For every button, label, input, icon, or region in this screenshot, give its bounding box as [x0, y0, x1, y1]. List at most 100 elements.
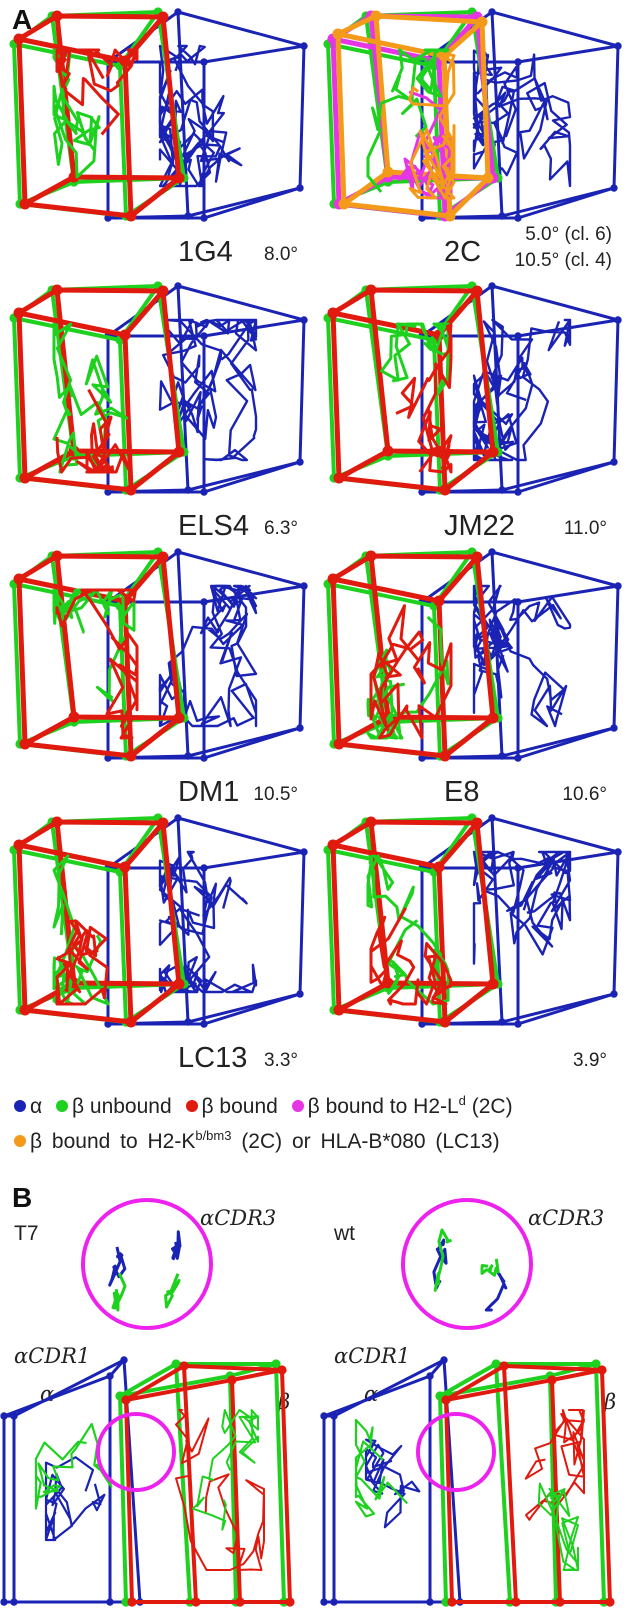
beta-backbone-trace — [55, 388, 132, 474]
alpha-domain-cube-edge — [203, 992, 301, 1026]
alpha-backbone-trace — [158, 584, 258, 728]
cdr1-highlight-circle — [416, 1412, 496, 1492]
beta-domain-cube-edge — [23, 174, 76, 207]
alpha-domain-cube-vertex — [488, 282, 496, 290]
panel-b-left-cdr3-label: αCDR3 — [200, 1206, 277, 1230]
alpha-domain-cube-vertex — [10, 1412, 18, 1420]
legend-beta-h2ld: β bound to H2-Ld (2C) — [291, 1093, 513, 1118]
beta-bound-trace — [175, 1409, 265, 1571]
complex-name: ELS4 — [178, 510, 249, 542]
alpha-domain-cube-vertex — [106, 1372, 114, 1380]
beta-bound-cube-vertex — [447, 1597, 457, 1607]
alpha-backbone-trace — [158, 907, 258, 994]
tilt-angle: 5.0° (cl. 6) — [525, 224, 612, 245]
alpha-domain-cube-vertex — [488, 8, 496, 16]
complex-cell: 2C 5.0° (cl. 6) 10.5° (cl. 4) — [322, 6, 632, 276]
alpha-domain-cube-edge — [421, 754, 503, 760]
legend-beta-h2ld-label: β bound to H2-L — [307, 1095, 459, 1118]
beta-domain-cube-vertex — [13, 573, 25, 585]
alpha-domain-cube-vertex — [120, 1356, 128, 1364]
beta-bound-cube-vertex — [179, 1361, 189, 1371]
tilt-angle: 8.0° — [263, 244, 298, 265]
alpha-domain-cube-vertex — [426, 1598, 434, 1606]
beta-domain-cube-vertex — [482, 172, 494, 184]
beta-domain-cube-edge — [123, 821, 165, 869]
beta-domain-cube-vertex — [157, 11, 169, 23]
beta-bound-cube — [441, 1361, 615, 1607]
tilt-angle: 10.5° — [253, 784, 298, 805]
beta-bound-cube — [121, 1361, 295, 1607]
alpha-domain-cube-edge — [203, 850, 305, 870]
alpha-domain-cube-vertex — [174, 8, 182, 16]
legend-beta-unbound-label: β unbound — [71, 1095, 172, 1118]
alpha-domain-cube-vertex — [614, 848, 622, 856]
alpha-domain-cube-vertex — [320, 1598, 328, 1606]
beta-domain-cube-edge — [442, 20, 484, 58]
beta-bound-cube-vertex — [227, 1375, 237, 1385]
complex-cell: 3.9° — [322, 812, 632, 1082]
alpha-domain-cube — [0, 1356, 144, 1606]
beta-domain-cube-edge — [129, 716, 181, 758]
beta-domain-cube-vertex — [19, 198, 31, 210]
alpha-domain-cube-vertex — [514, 58, 522, 66]
panel-a-letter: A — [12, 4, 33, 35]
alpha-domain-cube-vertex — [296, 184, 304, 192]
cdr3-highlight-circle — [81, 1198, 213, 1330]
beta-domain-cube — [13, 816, 185, 1028]
beta-domain-cube-vertex — [365, 550, 377, 562]
beta-bound-cube-vertex — [191, 1597, 201, 1607]
alpha-domain-cube-vertex — [296, 724, 304, 732]
legend-beta-bound-label: β bound — [201, 1095, 278, 1118]
alpha-domain-cube-edge — [517, 992, 615, 1026]
beta-bound-cube-vertex — [547, 1375, 557, 1385]
alpha-domain-cube-vertex — [610, 184, 618, 192]
alpha-domain-cube — [104, 548, 308, 762]
cdr3-loop-trace — [171, 1230, 182, 1261]
beta-domain-cube-edge — [331, 819, 373, 848]
alpha-domain-cube-vertex — [106, 1598, 114, 1606]
alpha-backbone-trace — [472, 850, 557, 965]
beta-domain-cube-edge — [443, 982, 495, 1024]
alpha-domain-cube-vertex — [426, 1372, 434, 1380]
alpha-unbound-trace — [354, 1418, 409, 1518]
legend-beta-h2k-label: β bound to H2-K — [30, 1130, 196, 1153]
alpha-domain-cube-edge — [203, 460, 301, 494]
complex-structure — [9, 547, 308, 762]
tilt-angle: 10.5° (cl. 4) — [514, 250, 612, 271]
beta-bound-trace — [524, 1409, 585, 1521]
alpha-domain-cube-vertex — [330, 1598, 338, 1606]
beta-backbone-trace — [55, 48, 139, 136]
beta-h2ld-dot — [291, 1099, 304, 1112]
beta-domain-cube-vertex — [173, 712, 185, 724]
beta-domain-cube-vertex — [365, 284, 377, 296]
legend-beta-unbound: β unbound — [55, 1095, 172, 1118]
beta-domain-cube-vertex — [51, 284, 63, 296]
alpha-domain-cube-vertex — [200, 1020, 208, 1028]
complex-cell: JM22 11.0° — [322, 280, 632, 550]
alpha-domain-cube-vertex — [200, 488, 208, 496]
alpha-domain-cube-vertex — [184, 752, 192, 760]
cdr1-highlight-circle — [96, 1412, 176, 1492]
alpha-backbone-trace — [472, 77, 572, 188]
panel-b-right-beta-label: β — [604, 1390, 617, 1414]
alpha-domain-cube-edge — [517, 584, 619, 604]
alpha-domain-cube-vertex — [174, 282, 182, 290]
alpha-domain-cube-edge — [421, 214, 503, 220]
legend-beta-h2k: β bound to H2-Kb/bm3 (2C) or HLA-B*080 (… — [14, 1128, 500, 1153]
beta-bound-cube-edge — [551, 1368, 603, 1382]
complex-structure — [323, 547, 622, 762]
beta-domain-cube-vertex — [173, 446, 185, 458]
beta-unbound-dot — [55, 1099, 68, 1112]
alpha-domain-cube-vertex — [498, 486, 506, 494]
beta-bound-cube-edge — [124, 1364, 186, 1402]
beta-domain-cube-vertex — [125, 210, 137, 222]
beta-domain-cube-vertex — [157, 817, 169, 829]
beta-domain-cube-vertex — [471, 551, 483, 563]
legend-alpha-label: α — [30, 1095, 43, 1118]
alpha-domain-cube-edge — [517, 460, 615, 494]
alpha-domain-cube-vertex — [174, 814, 182, 822]
beta-domain-cube-vertex — [439, 750, 451, 762]
beta-bound-cube-edge — [231, 1368, 283, 1382]
cdr3-highlight-circle — [401, 1198, 533, 1330]
beta-domain-cube-vertex — [476, 16, 488, 28]
